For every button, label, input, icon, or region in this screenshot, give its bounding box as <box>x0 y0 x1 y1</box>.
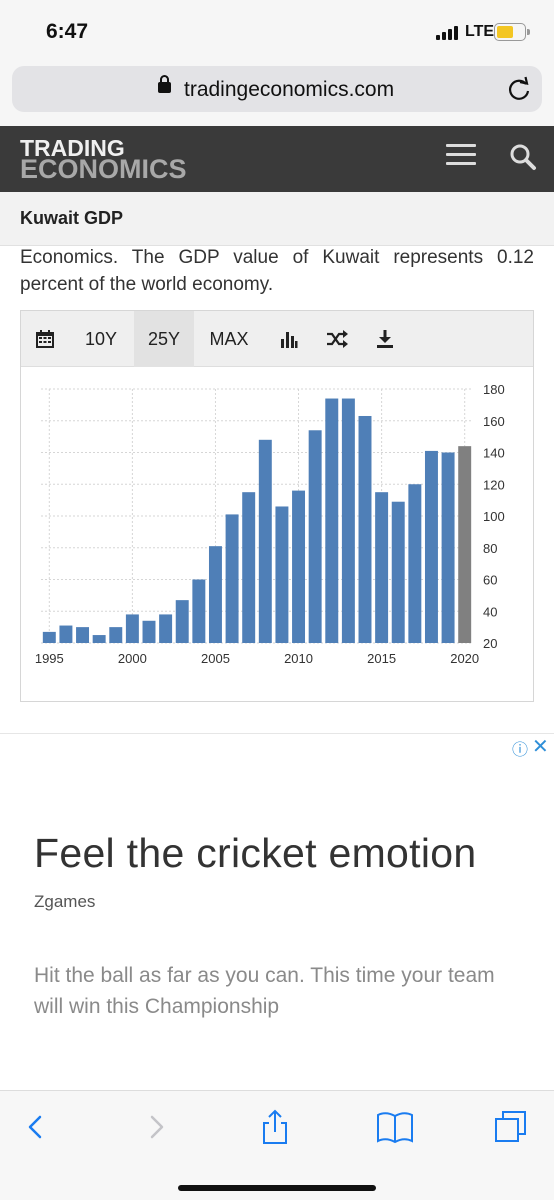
bar-2002 <box>159 614 173 643</box>
x-tick-label: 2010 <box>284 651 313 666</box>
bar-2004 <box>192 579 206 643</box>
bar-2007 <box>242 492 256 643</box>
x-tick-label: 2005 <box>201 651 230 666</box>
bar-2006 <box>225 514 239 643</box>
back-icon[interactable] <box>20 1109 54 1145</box>
y-tick-label: 100 <box>483 509 505 524</box>
range-max-button[interactable]: MAX <box>209 328 249 349</box>
y-tick-label: 60 <box>483 573 497 588</box>
range-25y-button[interactable]: 25Y <box>134 311 194 367</box>
site-logo[interactable]: TRADING ECONOMICS <box>20 135 187 184</box>
range-10y-button[interactable]: 10Y <box>84 328 118 349</box>
y-tick-label: 80 <box>483 541 497 556</box>
shuffle-icon[interactable] <box>321 311 353 367</box>
x-tick-label: 1995 <box>35 651 64 666</box>
site-header: TRADING ECONOMICS <box>0 126 554 192</box>
bar-2008 <box>258 439 272 643</box>
y-tick-label: 180 <box>483 382 505 397</box>
bar-1996 <box>59 625 73 643</box>
x-tick-label: 2020 <box>450 651 479 666</box>
reload-icon[interactable] <box>506 76 532 102</box>
page-title: Kuwait GDP <box>20 208 124 228</box>
bar-2009 <box>275 506 289 643</box>
x-tick-label: 2015 <box>367 651 396 666</box>
page-title-bar: Kuwait GDP <box>0 192 554 246</box>
network-label: LTE <box>465 23 495 40</box>
intro-paragraph: Economics. The GDP value of Kuwait repre… <box>20 247 534 295</box>
bar-2001 <box>142 620 156 643</box>
chart-panel: 10Y 25Y MAX 180 160 140 120 100 80 60 40 20 1995 2… <box>20 310 534 702</box>
bar-2013 <box>341 398 355 643</box>
bar-2017 <box>408 484 422 643</box>
bar-1995 <box>42 631 56 643</box>
y-tick-label: 120 <box>483 477 505 492</box>
address-bar-area: tradingeconomics.com <box>0 64 554 126</box>
url-text[interactable]: tradingeconomics.com <box>184 78 395 101</box>
ad-info-icon[interactable]: ⓘ <box>512 742 529 759</box>
share-icon[interactable] <box>258 1109 292 1145</box>
y-tick-label: 40 <box>483 604 497 619</box>
bar-2000 <box>125 614 139 643</box>
gdp-bar-chart: 180 160 140 120 100 80 60 40 20 1995 2000 2005 2010 2… <box>35 382 505 666</box>
ad-banner[interactable]: ⓘ ✕ Feel the cricket emotion Zgames Hit … <box>0 733 554 1093</box>
bookmarks-icon[interactable] <box>376 1109 414 1145</box>
ad-description: Hit the ball as far as you can. This tim… <box>34 964 495 1018</box>
bar-1998 <box>92 635 106 643</box>
y-tick-label: 140 <box>483 446 505 461</box>
clock: 6:47 <box>46 20 89 43</box>
bar-2014 <box>358 415 372 643</box>
bar-2018 <box>424 450 438 643</box>
bar-2019 <box>441 452 455 643</box>
lock-icon <box>158 75 171 93</box>
address-bar[interactable]: tradingeconomics.com <box>12 66 542 112</box>
ad-headline[interactable]: Feel the cricket emotion <box>34 830 477 876</box>
tabs-icon[interactable] <box>494 1109 528 1145</box>
bar-2011 <box>308 430 322 643</box>
bar-1999 <box>109 627 123 643</box>
search-icon[interactable] <box>508 142 538 172</box>
calendar-icon[interactable] <box>21 311 69 367</box>
hamburger-menu-icon[interactable] <box>446 144 476 168</box>
battery-icon <box>494 23 526 41</box>
bar-2016 <box>391 501 405 643</box>
safari-toolbar <box>0 1090 554 1200</box>
ad-close-icon[interactable]: ✕ <box>532 736 549 758</box>
status-bar: 6:47 LTE <box>0 0 554 64</box>
x-tick-label: 2000 <box>118 651 147 666</box>
chart-toolbar: 10Y 25Y MAX <box>21 311 533 367</box>
bar-chart-icon[interactable] <box>273 311 305 367</box>
bar-2020 <box>458 446 472 643</box>
bar-2005 <box>208 546 222 643</box>
bar-2010 <box>292 490 306 643</box>
bar-1997 <box>76 627 90 643</box>
bar-2012 <box>325 398 339 643</box>
download-icon[interactable] <box>369 311 401 367</box>
bar-2003 <box>175 600 189 643</box>
forward-icon[interactable] <box>140 1109 174 1145</box>
ad-advertiser: Zgames <box>34 892 96 911</box>
home-indicator <box>178 1185 376 1191</box>
y-tick-label: 160 <box>483 414 505 429</box>
signal-icon <box>436 26 458 40</box>
y-tick-label: 20 <box>483 636 497 651</box>
bar-2015 <box>375 492 389 643</box>
